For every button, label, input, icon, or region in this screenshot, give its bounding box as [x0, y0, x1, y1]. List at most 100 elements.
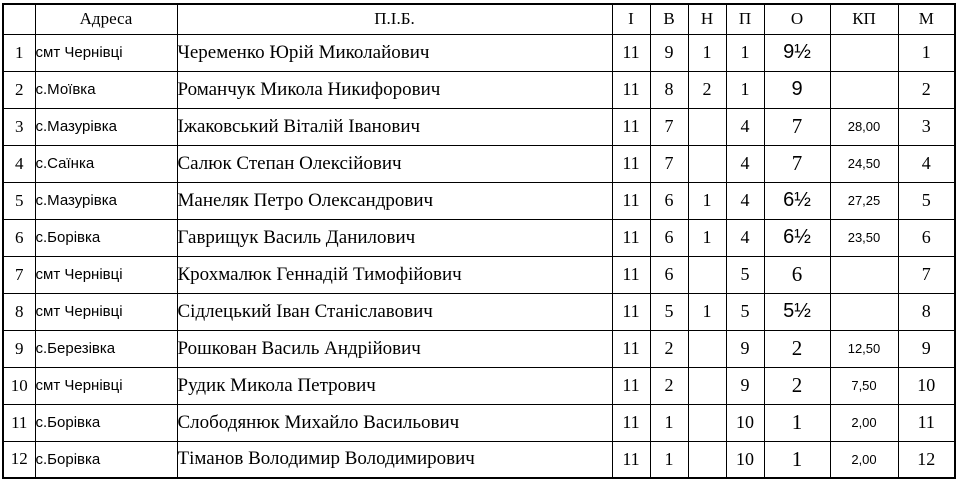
losses-cell: 4	[725, 144, 765, 183]
header-place: М	[897, 3, 956, 35]
header-draws: Н	[687, 3, 727, 35]
points-cell: 6½	[763, 218, 831, 257]
coefficient-cell: 2,00	[829, 403, 899, 442]
address-cell: смт Чернівці	[34, 366, 178, 405]
name-cell: Романчук Микола Никифорович	[176, 70, 613, 109]
table-row: 10 смт Чернівці Рудик Микола Петрович 11…	[2, 366, 956, 405]
wins-cell: 1	[649, 440, 689, 479]
games-cell: 11	[611, 144, 651, 183]
address-cell: с.Березівка	[34, 329, 178, 368]
draws-cell: 2	[687, 70, 727, 109]
wins-cell: 6	[649, 181, 689, 220]
losses-cell: 10	[725, 403, 765, 442]
games-cell: 11	[611, 70, 651, 109]
draws-cell	[687, 329, 727, 368]
name-cell: Салюк Степан Олексійович	[176, 144, 613, 183]
table-row: 1 смт Чернівці Череменко Юрій Миколайови…	[2, 33, 956, 72]
table-row: 5 с.Мазурівка Манеляк Петро Олександрови…	[2, 181, 956, 220]
losses-cell: 5	[725, 292, 765, 331]
games-cell: 11	[611, 107, 651, 146]
address-cell: с.Саїнка	[34, 144, 178, 183]
table-row: 7 смт Чернівці Крохмалюк Геннадій Тимофі…	[2, 255, 956, 294]
name-cell: Крохмалюк Геннадій Тимофійович	[176, 255, 613, 294]
coefficient-cell: 28,00	[829, 107, 899, 146]
points-cell: 9½	[763, 33, 831, 72]
wins-cell: 1	[649, 403, 689, 442]
place-cell: 8	[897, 292, 956, 331]
name-cell: Тіманов Володимир Володимирович	[176, 440, 613, 479]
rank-cell: 5	[2, 181, 36, 220]
losses-cell: 5	[725, 255, 765, 294]
losses-cell: 4	[725, 107, 765, 146]
wins-cell: 9	[649, 33, 689, 72]
address-cell: с.Борівка	[34, 403, 178, 442]
draws-cell: 1	[687, 218, 727, 257]
place-cell: 7	[897, 255, 956, 294]
place-cell: 3	[897, 107, 956, 146]
address-cell: смт Чернівці	[34, 292, 178, 331]
rank-cell: 9	[2, 329, 36, 368]
coefficient-cell: 12,50	[829, 329, 899, 368]
name-cell: Манеляк Петро Олександрович	[176, 181, 613, 220]
coefficient-cell	[829, 292, 899, 331]
address-cell: с.Мазурівка	[34, 107, 178, 146]
name-cell: Рудик Микола Петрович	[176, 366, 613, 405]
rank-cell: 4	[2, 144, 36, 183]
games-cell: 11	[611, 440, 651, 479]
table-row: 6 с.Борівка Гаврищук Василь Данилович 11…	[2, 218, 956, 257]
draws-cell	[687, 144, 727, 183]
losses-cell: 9	[725, 329, 765, 368]
wins-cell: 6	[649, 255, 689, 294]
points-cell: 5½	[763, 292, 831, 331]
points-cell: 7	[763, 144, 831, 183]
coefficient-cell	[829, 33, 899, 72]
losses-cell: 10	[725, 440, 765, 479]
table-row: 4 с.Саїнка Салюк Степан Олексійович 11 7…	[2, 144, 956, 183]
games-cell: 11	[611, 255, 651, 294]
games-cell: 11	[611, 218, 651, 257]
rank-cell: 2	[2, 70, 36, 109]
points-cell: 9	[763, 70, 831, 109]
header-name: П.І.Б.	[176, 3, 613, 35]
draws-cell: 1	[687, 292, 727, 331]
name-cell: Гаврищук Василь Данилович	[176, 218, 613, 257]
place-cell: 5	[897, 181, 956, 220]
draws-cell	[687, 403, 727, 442]
table-row: 8 смт Чернівці Сідлецький Іван Станіслав…	[2, 292, 956, 331]
place-cell: 4	[897, 144, 956, 183]
name-cell: Сідлецький Іван Станіславович	[176, 292, 613, 331]
draws-cell	[687, 440, 727, 479]
rank-cell: 12	[2, 440, 36, 479]
place-cell: 6	[897, 218, 956, 257]
games-cell: 11	[611, 33, 651, 72]
place-cell: 11	[897, 403, 956, 442]
rank-cell: 11	[2, 403, 36, 442]
header-points: О	[763, 3, 831, 35]
games-cell: 11	[611, 329, 651, 368]
place-cell: 12	[897, 440, 956, 479]
address-cell: с.Мазурівка	[34, 181, 178, 220]
wins-cell: 5	[649, 292, 689, 331]
name-cell: Іжаковський Віталій Іванович	[176, 107, 613, 146]
rank-cell: 1	[2, 33, 36, 72]
points-cell: 1	[763, 403, 831, 442]
table-row: 12 с.Борівка Тіманов Володимир Володимир…	[2, 440, 956, 479]
coefficient-cell: 27,25	[829, 181, 899, 220]
wins-cell: 2	[649, 329, 689, 368]
games-cell: 11	[611, 403, 651, 442]
wins-cell: 2	[649, 366, 689, 405]
draws-cell: 1	[687, 33, 727, 72]
games-cell: 11	[611, 292, 651, 331]
coefficient-cell: 24,50	[829, 144, 899, 183]
table-row: 2 с.Моївка Романчук Микола Никифорович 1…	[2, 70, 956, 109]
name-cell: Череменко Юрій Миколайович	[176, 33, 613, 72]
points-cell: 7	[763, 107, 831, 146]
address-cell: с.Моївка	[34, 70, 178, 109]
draws-cell	[687, 255, 727, 294]
points-cell: 1	[763, 440, 831, 479]
coefficient-cell	[829, 70, 899, 109]
header-rank	[2, 3, 36, 35]
points-cell: 2	[763, 366, 831, 405]
header-games: І	[611, 3, 651, 35]
address-cell: с.Борівка	[34, 440, 178, 479]
